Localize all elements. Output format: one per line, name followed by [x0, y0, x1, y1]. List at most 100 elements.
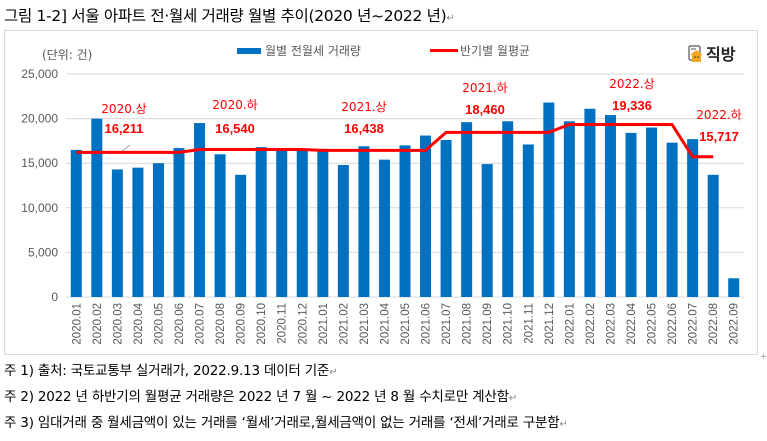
- x-tick-label: 2021.06: [421, 303, 433, 345]
- bar-2022.05: [646, 127, 658, 298]
- x-tick-label: 2020.08: [215, 303, 227, 345]
- bar-2021.04: [378, 159, 390, 297]
- y-tick-label: 10,000: [21, 201, 58, 215]
- x-tick-label: 2022.06: [667, 303, 679, 345]
- annotation-value: 16,438: [344, 121, 384, 136]
- bar-2021.07: [440, 140, 452, 297]
- bar-2022.07: [687, 139, 699, 297]
- x-tick-label: 2021.02: [338, 303, 350, 345]
- x-tick-label: 2021.05: [400, 303, 412, 345]
- bar-2020.02: [91, 118, 103, 297]
- bar-2021.03: [358, 146, 370, 297]
- x-tick-label: 2022.09: [729, 303, 741, 345]
- bar-2020.11: [276, 148, 288, 297]
- bar-2021.09: [481, 164, 493, 297]
- bar-2021.12: [543, 102, 555, 297]
- bar-2021.02: [337, 164, 349, 297]
- x-tick-label: 2021.12: [544, 303, 556, 345]
- bar-2020.04: [132, 167, 144, 297]
- footnote-1: 주 1) 출처: 국토교통부 실거래가, 2022.9.13 데이터 기준↵: [4, 359, 568, 385]
- bar-2020.05: [152, 163, 164, 297]
- bar-2020.08: [214, 154, 226, 297]
- annotation-value: 18,460: [465, 102, 505, 117]
- x-tick-label: 2020.04: [133, 302, 145, 344]
- bar-2020.03: [111, 169, 123, 297]
- bar-2021.05: [399, 145, 411, 297]
- bar-2022.04: [625, 132, 637, 297]
- x-tick-label: 2020.07: [195, 303, 207, 345]
- annotation-value: 16,540: [215, 121, 255, 136]
- figure-title: 그림 1-2] 서울 아파트 전·월세 거래량 월별 추이(2020 년~202…: [4, 4, 455, 26]
- bar-2020.01: [70, 149, 82, 297]
- footnote-2-text: 주 2) 2022 년 하반기의 월평균 거래량은 2022 년 7 월 ~ 2…: [4, 389, 509, 405]
- chart-plot: 0 5,000 10,000 15,000 20,000 25,000 2020.01 202…: [21, 67, 744, 345]
- annotation-period: 2020.상: [101, 102, 146, 116]
- logo-text: 직방: [706, 45, 736, 64]
- legend-item-line: 반기별 월평균: [430, 42, 530, 59]
- x-tick-label: 2022.01: [564, 303, 576, 345]
- footnote-2: 주 2) 2022 년 하반기의 월평균 거래량은 2022 년 7 월 ~ 2…: [4, 385, 568, 411]
- annotation-period: 2022.상: [609, 77, 654, 91]
- bar-2022.09: [728, 278, 740, 297]
- y-tick-label: 15,000: [21, 156, 58, 170]
- bar-2020.07: [194, 123, 206, 297]
- x-tick-label: 2020.03: [112, 303, 124, 345]
- x-tick-label: 2020.06: [174, 303, 186, 345]
- x-tick-label: 2020.05: [153, 303, 165, 345]
- half-year-average-line: [76, 123, 714, 159]
- annotation-value: 15,717: [699, 129, 739, 144]
- bar-2021.08: [461, 122, 473, 297]
- house-icon: [688, 44, 703, 62]
- annotation-value: 16,211: [104, 121, 143, 136]
- footnotes: 주 1) 출처: 국토교통부 실거래가, 2022.9.13 데이터 기준↵ 주…: [4, 359, 568, 437]
- legend-label-bar: 월별 전월세 거래량: [265, 44, 361, 58]
- bar-2020.06: [173, 148, 185, 297]
- x-tick-label: 2020.11: [277, 303, 289, 344]
- x-tick-label: 2020.09: [236, 303, 248, 345]
- figure-title-text: 그림 1-2] 서울 아파트 전·월세 거래량 월별 추이(2020 년~202…: [4, 7, 447, 25]
- x-tick-label: 2022.03: [605, 303, 617, 345]
- legend-item-bar: 월별 전월세 거래량: [237, 42, 361, 59]
- annotation-value: 19,336: [612, 98, 652, 113]
- bar-2020.12: [296, 148, 308, 297]
- bar-2022.06: [666, 142, 678, 297]
- annotation-period: 2020.하: [212, 98, 257, 112]
- x-tick-label: 2021.01: [318, 303, 330, 345]
- x-tick-label: 2021.03: [359, 303, 371, 345]
- annotation-period: 2022.하: [696, 108, 741, 122]
- annotation-period: 2021.상: [341, 100, 386, 114]
- x-tick-label: 2021.07: [441, 303, 453, 345]
- x-tick-label: 2022.07: [688, 303, 700, 345]
- x-tick-label: 2022.08: [708, 303, 720, 345]
- legend-label-line: 반기별 월평균: [460, 44, 531, 58]
- bar-2021.11: [522, 144, 534, 297]
- y-tick-label: 25,000: [21, 67, 58, 81]
- footnote-3: 주 3) 임대거래 중 월세금액이 있는 거래를 ‘월세’거래로,월세금액이 없…: [4, 411, 568, 437]
- x-tick-label: 2020.10: [256, 303, 268, 345]
- legend-swatch-bar: [237, 47, 261, 54]
- bar-2022.02: [584, 108, 596, 298]
- x-tick-label: 2020.12: [297, 303, 309, 345]
- annotation-leader-line: [121, 144, 131, 152]
- zigbang-logo: 직방: [688, 41, 735, 65]
- legend-swatch-line: [430, 49, 458, 52]
- unit-label: (단위: 건): [42, 48, 93, 62]
- y-tick-label: 5,000: [28, 245, 58, 259]
- corner-mark: +: [760, 352, 767, 362]
- paragraph-mark: ↵: [508, 393, 518, 404]
- footnote-3-text: 주 3) 임대거래 중 월세금액이 있는 거래를 ‘월세’거래로,월세금액이 없…: [4, 415, 560, 431]
- x-tick-label: 2020.02: [92, 303, 104, 345]
- x-tick-label: 2021.04: [379, 302, 391, 344]
- x-tick-label: 2021.09: [482, 303, 494, 345]
- bar-2022.08: [707, 174, 719, 297]
- x-tick-label: 2020.01: [71, 303, 83, 345]
- footnote-1-text: 주 1) 출처: 국토교통부 실거래가, 2022.9.13 데이터 기준: [4, 363, 330, 379]
- paragraph-mark: ↵: [446, 13, 455, 24]
- paragraph-mark: ↵: [559, 419, 568, 430]
- y-tick-label: 0: [51, 290, 58, 304]
- paragraph-mark: ↵: [329, 367, 338, 378]
- x-tick-label: 2021.10: [503, 303, 515, 345]
- bar-2022.01: [563, 121, 575, 297]
- bar-2022.03: [604, 115, 616, 297]
- annotation-period: 2021.하: [462, 81, 507, 95]
